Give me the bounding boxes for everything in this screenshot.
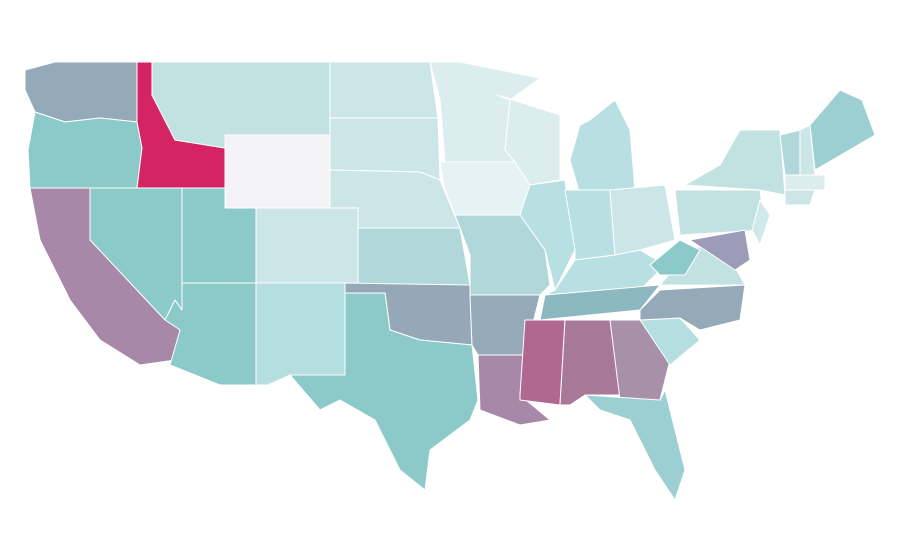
states	[24, 61, 876, 501]
state	[784, 189, 816, 206]
state	[224, 134, 331, 209]
state	[584, 389, 686, 501]
state	[289, 292, 479, 491]
state	[684, 129, 786, 196]
state	[24, 61, 138, 123]
state	[27, 111, 143, 189]
state	[519, 319, 566, 406]
state	[689, 229, 751, 271]
state	[639, 284, 746, 331]
state	[649, 239, 701, 276]
state	[674, 189, 766, 236]
state	[784, 174, 826, 191]
state	[751, 199, 771, 246]
state	[255, 282, 346, 386]
state	[569, 99, 636, 196]
state	[609, 184, 676, 256]
state	[357, 227, 471, 286]
state	[329, 61, 439, 119]
state	[559, 319, 621, 406]
state	[439, 161, 531, 216]
state	[496, 94, 561, 186]
state	[809, 89, 876, 171]
state	[255, 207, 359, 284]
